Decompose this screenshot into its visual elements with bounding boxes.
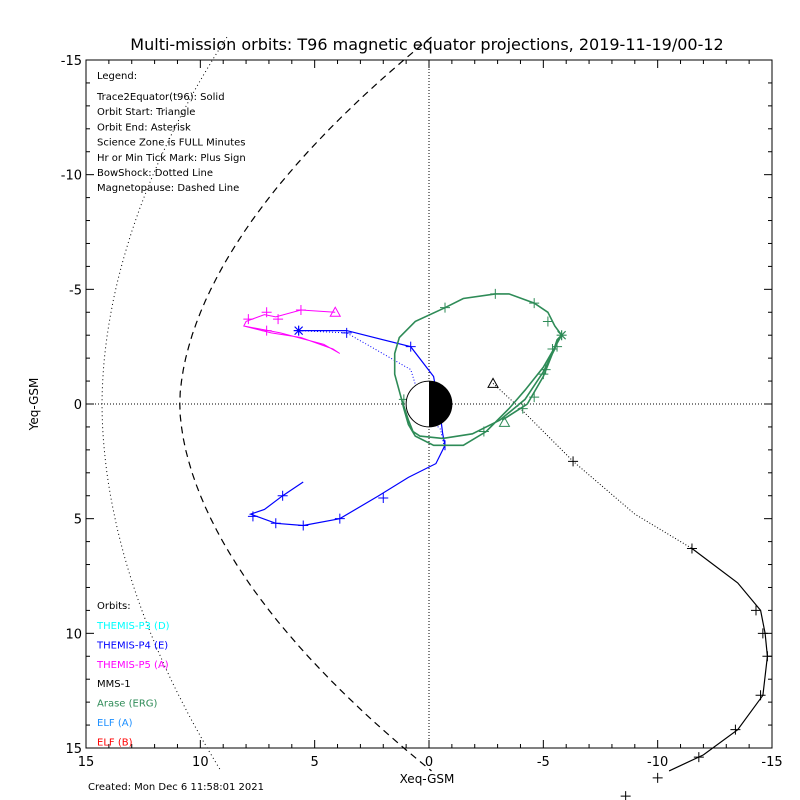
orbit-line: [393, 293, 563, 447]
orbit-label: Arase (ERG): [97, 699, 158, 710]
tick-mark: [247, 511, 258, 522]
tick-mark: [440, 302, 451, 313]
tick-mark: [686, 543, 697, 554]
y-axis-label: Yeq-GSM: [27, 378, 41, 432]
x-tick-label: -10: [647, 755, 668, 770]
tick-mark: [261, 307, 272, 318]
x-tick-label: 5: [311, 755, 319, 770]
tick-mark: [334, 513, 345, 524]
legend-line: Orbit End: Asterisk: [97, 122, 191, 133]
legend-line: Trace2Equator(t96): Solid: [96, 92, 225, 103]
tick-mark: [273, 314, 284, 325]
y-tick-label: -5: [69, 283, 82, 298]
orbits-legend: Orbits: THEMIS-P3 (D)THEMIS-P4 (E)THEMIS…: [96, 601, 170, 748]
tick-mark: [652, 772, 663, 783]
tick-mark: [478, 426, 489, 437]
legend-line: Orbit Start: Triangle: [97, 107, 195, 118]
x-tick-label: -5: [537, 755, 550, 770]
series-themis-p5-a-: [243, 304, 342, 354]
tick-mark: [261, 325, 272, 336]
magnetopause-line: [179, 36, 432, 772]
y-tick-label: 10: [65, 627, 82, 642]
orbit-line: [243, 309, 341, 354]
magnetopause-curve: [179, 36, 432, 772]
plot-area: [86, 36, 773, 800]
orbit-solid-line: [248, 330, 446, 527]
x-tick-label: 10: [192, 755, 209, 770]
tick-mark: [378, 493, 389, 504]
orbit-start-marker: [329, 306, 342, 317]
orbit-label: THEMIS-P5 (A): [96, 660, 169, 671]
tick-mark: [517, 403, 528, 414]
orbit-start-marker: [498, 416, 511, 427]
earth-night-side: [429, 381, 452, 427]
orbit-labels: THEMIS-P3 (D) THEMIS-P4 (E) THEMIS-P5 (A) M…: [96, 621, 170, 748]
orbit-label: THEMIS-P4 (E): [96, 640, 168, 651]
axis-ticks: 15 10 5 0 -5 -10 -15 -15 -10 -5 0 5 10 15: [61, 54, 783, 770]
orbit-label: THEMIS-P3 (D): [96, 621, 170, 632]
y-tick-label: -15: [61, 54, 82, 69]
tick-mark: [405, 341, 416, 352]
bowshock-line: [101, 36, 228, 772]
y-tick-label: 5: [74, 513, 82, 528]
legend: Legend: Trace2Equator(t96): Solid Orbit S…: [96, 71, 246, 194]
legend-line: BowShock: Dotted Line: [97, 168, 213, 179]
orbit-series: [243, 288, 773, 800]
tick-mark: [540, 364, 551, 375]
tick-mark: [693, 752, 704, 763]
x-tick-label: 15: [78, 755, 95, 770]
y-tick-label: 15: [65, 742, 82, 757]
earth-icon: [405, 380, 453, 428]
orbits-title: Orbits:: [97, 601, 131, 612]
tick-mark: [620, 791, 631, 800]
tick-mark: [529, 298, 540, 309]
legend-title: Legend:: [97, 71, 137, 82]
tick-mark: [529, 392, 540, 403]
legend-line: Hr or Min Tick Mark: Plus Sign: [97, 153, 246, 164]
legend-line: Magnetopause: Dashed Line: [97, 183, 239, 194]
tick-mark: [277, 490, 288, 501]
tick-mark: [552, 341, 563, 352]
series-mms-1: [487, 377, 773, 800]
legend-line: Science Zone is FULL Minutes: [97, 138, 246, 149]
orbit-label: MMS-1: [97, 679, 131, 690]
orbit-label: ELF (B): [97, 737, 133, 748]
tick-mark: [542, 316, 553, 327]
y-tick-label: -10: [61, 169, 82, 184]
x-axis-label: Xeq-GSM: [400, 772, 455, 786]
tick-mark: [243, 314, 254, 325]
tick-mark: [730, 724, 741, 735]
x-tick-label: -15: [761, 755, 782, 770]
tick-mark: [547, 343, 558, 354]
orbit-end-marker: [556, 330, 567, 341]
tick-mark: [298, 520, 309, 531]
tick-mark: [490, 288, 501, 299]
tick-mark: [341, 327, 352, 338]
tick-mark: [270, 518, 281, 529]
y-tick-label: 0: [74, 398, 82, 413]
orbit-end-marker: [293, 325, 304, 336]
created-timestamp: Created: Mon Dec 6 11:58:01 2021: [88, 782, 264, 793]
orbit-label: ELF (A): [97, 718, 133, 729]
bowshock-curve: [101, 36, 228, 772]
chart-title: Multi-mission orbits: T96 magnetic equat…: [130, 35, 723, 54]
x-tick-label: 0: [425, 755, 433, 770]
tick-mark: [538, 369, 549, 380]
series-arase-erg-: [393, 288, 567, 447]
tick-mark: [295, 304, 306, 315]
orbit-start-marker: [487, 377, 499, 388]
tick-mark: [568, 456, 579, 467]
tick-mark: [755, 690, 766, 701]
tick-mark: [750, 605, 761, 616]
legend-lines: Trace2Equator(t96): Solid Orbit Start: Tr…: [96, 92, 246, 194]
